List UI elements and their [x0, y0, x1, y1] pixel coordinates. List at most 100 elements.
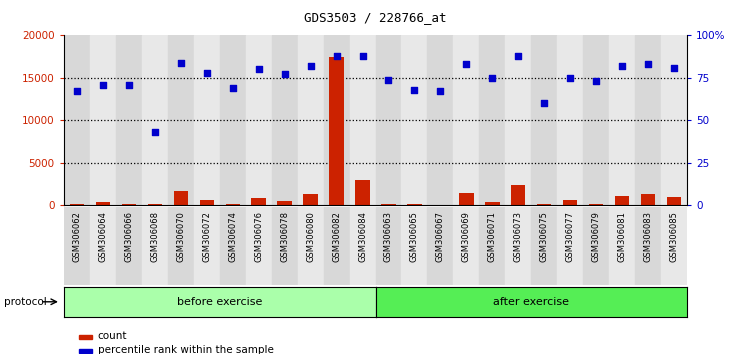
Bar	[90, 35, 116, 205]
Bar	[246, 35, 272, 205]
Bar	[454, 35, 479, 205]
Bar	[220, 207, 246, 285]
Bar	[272, 207, 297, 285]
Bar	[641, 194, 656, 205]
Text: GSM306066: GSM306066	[124, 211, 133, 262]
Bar	[532, 35, 557, 205]
Bar	[324, 35, 349, 205]
Bar	[64, 35, 90, 205]
Bar	[479, 35, 505, 205]
Bar	[402, 207, 427, 285]
Point	[512, 53, 524, 59]
Bar	[505, 207, 532, 285]
Bar	[349, 207, 376, 285]
Bar	[460, 193, 474, 205]
Bar	[407, 204, 421, 205]
Point	[227, 85, 239, 91]
Text: GSM306083: GSM306083	[644, 211, 653, 262]
Bar	[220, 35, 246, 205]
Bar	[330, 57, 344, 205]
Bar	[661, 35, 687, 205]
Bar	[635, 35, 661, 205]
Text: before exercise: before exercise	[177, 297, 262, 307]
Bar	[194, 35, 220, 205]
Bar	[557, 35, 584, 205]
Bar	[615, 196, 629, 205]
Bar	[116, 35, 142, 205]
Bar	[532, 207, 557, 285]
Point	[382, 77, 394, 82]
Point	[564, 75, 576, 81]
Point	[460, 62, 472, 67]
Point	[71, 88, 83, 94]
Point	[252, 67, 264, 72]
Bar	[667, 197, 681, 205]
Bar	[252, 198, 266, 205]
Point	[617, 63, 629, 69]
Bar	[584, 35, 609, 205]
Bar	[511, 185, 526, 205]
Point	[305, 63, 317, 69]
Text: GSM306064: GSM306064	[98, 211, 107, 262]
Text: GSM306078: GSM306078	[280, 211, 289, 262]
Bar	[485, 202, 499, 205]
Point	[330, 53, 342, 59]
Text: GSM306077: GSM306077	[566, 211, 575, 262]
Point	[668, 65, 680, 70]
Text: GSM306085: GSM306085	[670, 211, 679, 262]
Text: after exercise: after exercise	[493, 297, 569, 307]
Text: GSM306069: GSM306069	[462, 211, 471, 262]
Text: GDS3503 / 228766_at: GDS3503 / 228766_at	[304, 11, 447, 24]
Point	[149, 130, 161, 135]
Point	[487, 75, 499, 81]
Bar	[167, 35, 194, 205]
Bar	[355, 180, 369, 205]
Bar	[194, 207, 220, 285]
Bar	[142, 35, 167, 205]
Text: GSM306063: GSM306063	[384, 211, 393, 262]
Bar	[297, 35, 324, 205]
Text: GSM306067: GSM306067	[436, 211, 445, 262]
Bar	[376, 207, 402, 285]
Text: GSM306075: GSM306075	[540, 211, 549, 262]
Text: GSM306068: GSM306068	[150, 211, 159, 262]
Point	[642, 62, 654, 67]
Text: GSM306079: GSM306079	[592, 211, 601, 262]
Bar	[277, 201, 291, 205]
Text: GSM306072: GSM306072	[202, 211, 211, 262]
Point	[590, 79, 602, 84]
Bar	[402, 35, 427, 205]
Text: GSM306080: GSM306080	[306, 211, 315, 262]
Bar	[122, 204, 136, 205]
Bar	[661, 207, 687, 285]
Bar	[116, 207, 142, 285]
Text: GSM306082: GSM306082	[332, 211, 341, 262]
Point	[409, 87, 421, 93]
Bar	[635, 207, 661, 285]
Bar	[173, 191, 188, 205]
Point	[201, 70, 213, 76]
Bar	[454, 207, 479, 285]
Bar	[505, 35, 532, 205]
Text: protocol: protocol	[4, 297, 47, 307]
Bar	[376, 35, 402, 205]
Bar	[609, 207, 635, 285]
Bar	[70, 204, 84, 205]
Bar	[64, 207, 90, 285]
Point	[122, 82, 134, 87]
Bar	[609, 35, 635, 205]
Text: GSM306076: GSM306076	[254, 211, 263, 262]
Bar	[479, 207, 505, 285]
Bar	[95, 202, 110, 205]
Bar	[225, 204, 240, 205]
Bar	[537, 204, 551, 205]
Text: GSM306074: GSM306074	[228, 211, 237, 262]
Bar	[427, 207, 454, 285]
Bar	[557, 207, 584, 285]
Text: GSM306081: GSM306081	[618, 211, 627, 262]
Bar	[584, 207, 609, 285]
Point	[357, 53, 369, 59]
Text: GSM306071: GSM306071	[488, 211, 497, 262]
Point	[434, 88, 446, 94]
Point	[279, 72, 291, 77]
